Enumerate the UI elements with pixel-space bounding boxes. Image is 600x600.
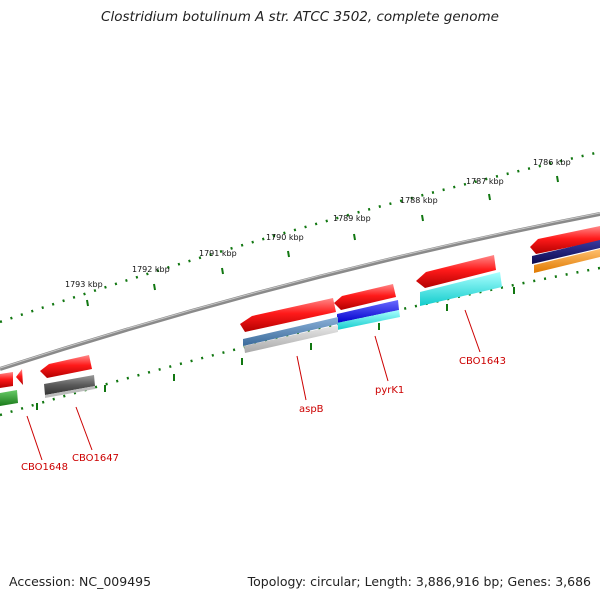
genome-backbone: [0, 212, 600, 371]
outer-ruler-dots: [0, 150, 600, 324]
gene-arrow-red-7: [0, 372, 13, 388]
gene-label-pyrk1: pyrK1: [375, 385, 404, 396]
gene-label-cbo1647: CBO1647: [72, 453, 119, 464]
kbp-label-1792: 1792 kbp: [132, 265, 170, 274]
feature-cyan-2: [337, 310, 400, 330]
feature-cyan: [420, 272, 502, 306]
feature-light-gray-2: [45, 386, 95, 398]
gene-label-aspb: aspB: [299, 404, 324, 415]
gene-arrow-red-3: [334, 284, 396, 310]
kbp-label-1793: 1793 kbp: [65, 280, 103, 289]
kbp-label-1791: 1791 kbp: [199, 249, 237, 258]
feature-orange: [534, 249, 600, 273]
kbp-label-1786: 1786 kbp: [533, 158, 571, 167]
inner-ruler-ticks: [36, 287, 515, 410]
gene-arrow-red-6: [16, 369, 23, 385]
kbp-label-1789: 1789 kbp: [333, 214, 371, 223]
gene-arrow-red-5: [40, 355, 92, 378]
gene-label-leaders: [26, 309, 481, 461]
gene-label-cbo1643: CBO1643: [459, 356, 506, 367]
outer-ruler-ticks: [86, 175, 559, 307]
genome-summary-text: Topology: circular; Length: 3,886,916 bp…: [247, 574, 591, 589]
feature-light-gray: [244, 325, 338, 353]
kbp-label-1788: 1788 kbp: [400, 196, 438, 205]
feature-dark-gray: [44, 375, 95, 395]
feature-navy: [532, 240, 600, 264]
kbp-label-1790: 1790 kbp: [266, 233, 304, 242]
gene-arrow-red-2: [416, 255, 496, 288]
feature-steel-blue: [243, 317, 338, 346]
gene-label-cbo1648: CBO1648: [21, 462, 68, 473]
gene-arrow-red-1: [530, 226, 600, 254]
accession-text: Accession: NC_009495: [9, 574, 152, 589]
gene-arrow-red-4: [240, 298, 336, 332]
feature-green: [0, 390, 18, 406]
kbp-label-1787: 1787 kbp: [466, 177, 504, 186]
feature-blue: [337, 300, 399, 323]
map-title: Clostridium botulinum A str. ATCC 3502, …: [101, 9, 499, 25]
